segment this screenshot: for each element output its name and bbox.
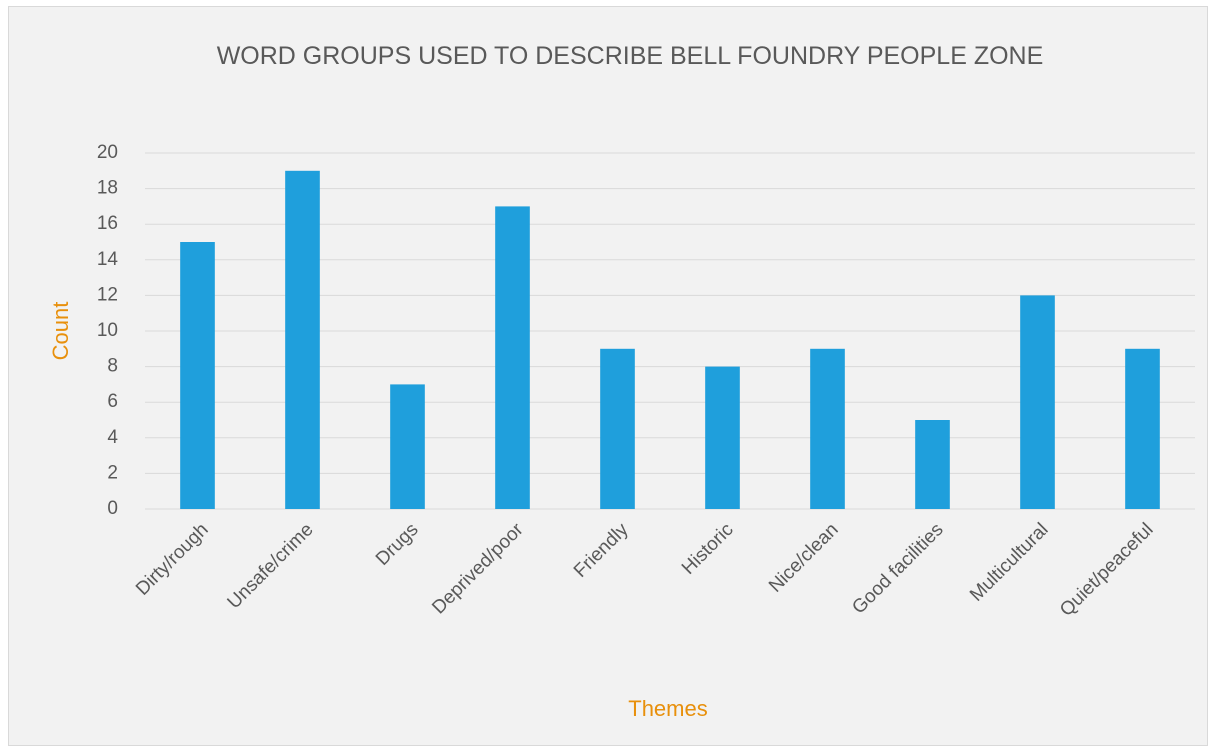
x-tick-label: Dirty/rough — [132, 519, 213, 600]
x-tick-label: Multicultural — [966, 519, 1053, 606]
bar — [495, 206, 530, 509]
y-tick-label: 2 — [107, 462, 118, 483]
x-axis-title: Themes — [628, 696, 707, 721]
x-tick-label: Friendly — [570, 519, 633, 582]
y-tick-label: 16 — [97, 213, 118, 234]
y-tick-label: 20 — [97, 142, 118, 163]
bar — [1125, 348, 1160, 509]
bar — [915, 420, 950, 509]
bar — [705, 366, 740, 509]
bar — [285, 170, 320, 510]
x-tick-label: Good facilities — [848, 519, 947, 618]
y-tick-label: 12 — [97, 284, 118, 305]
y-tick-label: 4 — [107, 427, 118, 448]
y-axis-title: Count — [48, 302, 73, 361]
x-tick-label: Deprived/poor — [428, 519, 528, 619]
x-tick-label: Unsafe/crime — [224, 519, 318, 613]
bar — [1020, 295, 1055, 509]
y-tick-label: 18 — [97, 178, 118, 199]
bar — [600, 348, 635, 509]
bar — [390, 384, 425, 509]
x-tick-label: Nice/clean — [765, 519, 843, 597]
y-tick-label: 14 — [97, 249, 119, 270]
x-tick-label: Historic — [678, 519, 738, 579]
chart-title: WORD GROUPS USED TO DESCRIBE BELL FOUNDR… — [216, 42, 1044, 70]
bar — [180, 242, 215, 509]
x-tick-label: Drugs — [372, 519, 423, 570]
y-tick-label: 0 — [107, 498, 118, 519]
y-tick-label: 10 — [97, 320, 118, 341]
y-tick-label: 6 — [107, 391, 118, 412]
bar — [810, 348, 845, 509]
x-tick-label: Quiet/peaceful — [1056, 519, 1157, 620]
y-tick-label: 8 — [107, 356, 118, 377]
